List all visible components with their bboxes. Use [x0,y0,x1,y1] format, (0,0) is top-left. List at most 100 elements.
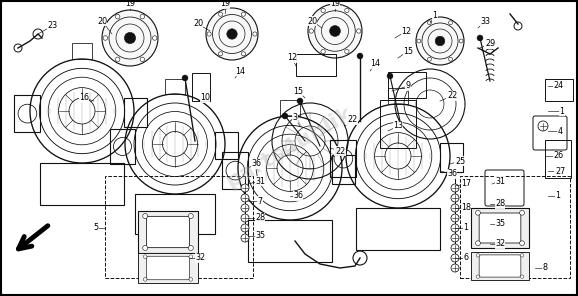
Circle shape [227,29,237,39]
Bar [223,152,249,189]
Bar [331,140,357,177]
Bar [545,79,573,101]
Circle shape [476,275,480,278]
Circle shape [241,204,249,212]
Circle shape [143,278,147,281]
Text: 25: 25 [455,157,465,165]
Text: 12: 12 [401,27,411,36]
Circle shape [241,214,249,222]
Text: 20: 20 [97,17,107,25]
Circle shape [451,194,459,202]
Text: 13: 13 [393,121,403,131]
FancyBboxPatch shape [479,255,521,277]
Text: 19: 19 [220,0,230,9]
Circle shape [417,39,421,43]
Bar [72,44,92,59]
Text: 31: 31 [495,176,505,186]
Circle shape [476,210,480,215]
Bar [380,100,416,148]
Bar [138,253,198,283]
Circle shape [282,113,288,119]
Bar [332,155,355,184]
Text: 1: 1 [560,107,565,115]
Circle shape [520,254,524,257]
Bar [388,72,426,98]
Circle shape [308,4,362,58]
Circle shape [451,254,459,262]
Text: parts4ublik: parts4ublik [222,104,356,192]
Circle shape [477,35,483,41]
Circle shape [451,214,459,222]
Circle shape [416,17,464,65]
Circle shape [102,10,158,66]
Text: 20: 20 [307,17,317,25]
Text: 35: 35 [255,231,265,240]
FancyBboxPatch shape [479,213,521,243]
Text: 1: 1 [555,192,561,200]
Text: 7: 7 [257,197,262,205]
Circle shape [451,224,459,232]
Text: 28: 28 [255,213,265,223]
Text: 16: 16 [79,94,89,102]
Text: 15: 15 [403,46,413,56]
Text: 20: 20 [193,20,203,28]
Circle shape [476,254,480,257]
Circle shape [153,36,157,40]
Circle shape [188,245,193,250]
Circle shape [143,213,148,218]
Text: 24: 24 [553,81,563,91]
Circle shape [143,245,148,250]
FancyBboxPatch shape [146,216,190,248]
Text: 29: 29 [485,39,495,49]
Circle shape [387,73,393,79]
Bar [249,220,332,262]
Circle shape [451,204,459,212]
Text: 14: 14 [370,59,380,68]
Circle shape [241,194,249,202]
Circle shape [428,21,431,25]
Circle shape [329,25,340,36]
Text: 1: 1 [432,12,438,20]
Text: 22: 22 [335,147,345,155]
Text: 9: 9 [405,81,410,91]
Text: 10: 10 [200,94,210,102]
Bar [296,54,336,76]
Circle shape [459,39,463,43]
Text: 32: 32 [195,253,205,263]
Text: 1: 1 [464,223,469,232]
Circle shape [428,57,431,61]
Circle shape [189,278,192,281]
Circle shape [188,213,193,218]
Circle shape [241,234,249,242]
Circle shape [520,210,524,215]
Bar [135,194,215,234]
Circle shape [242,52,246,56]
Circle shape [344,8,349,13]
Bar [545,140,571,178]
Circle shape [435,36,445,46]
Bar [440,143,463,172]
Text: 23: 23 [47,22,57,30]
Bar [471,252,529,280]
Circle shape [124,32,136,44]
Bar [471,208,529,248]
Circle shape [218,12,223,16]
Text: 12: 12 [287,54,297,62]
Circle shape [218,52,223,56]
Circle shape [357,29,361,33]
Circle shape [449,57,453,61]
Bar [388,89,409,104]
Bar [138,211,198,253]
Circle shape [189,255,192,258]
Bar [192,73,210,101]
Bar [215,131,238,159]
Text: 4: 4 [558,126,562,136]
Circle shape [207,32,211,36]
Text: 18: 18 [461,204,471,213]
Circle shape [140,57,144,62]
Circle shape [451,244,459,252]
Bar [40,163,124,205]
Circle shape [520,275,524,278]
Bar [357,208,440,250]
Circle shape [451,234,459,242]
